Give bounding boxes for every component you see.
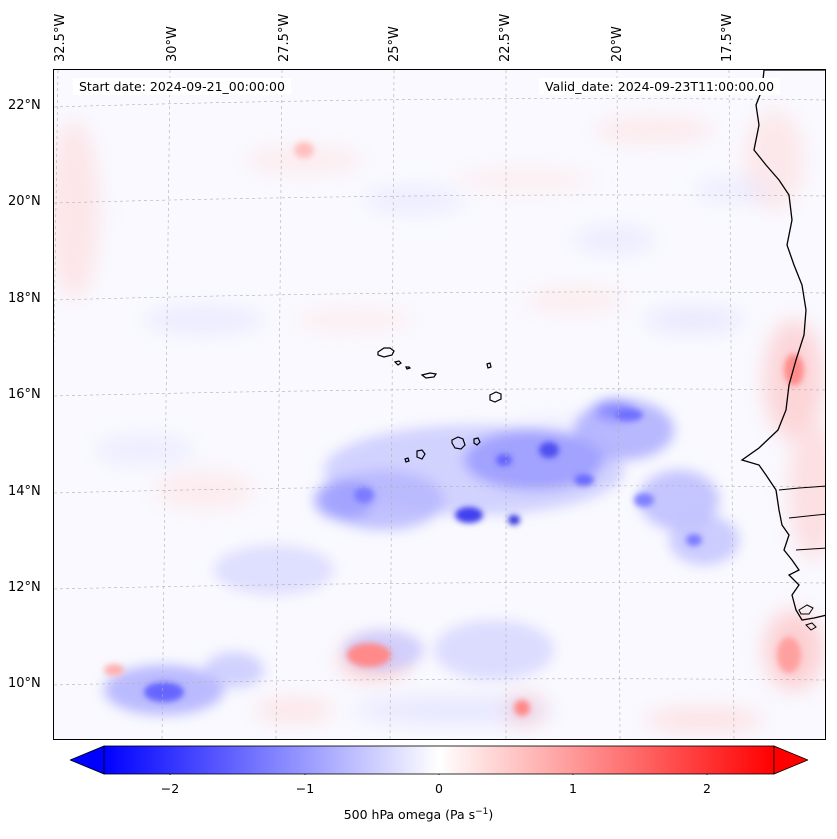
west-africa-coastline: [740, 70, 825, 621]
border-line: [788, 513, 825, 519]
island-maio: [473, 437, 481, 446]
graticule: [54, 70, 825, 739]
island-santa-luzia: [405, 366, 412, 370]
colorbar-label-exponent: −1: [475, 807, 489, 817]
colorbar-label-prefix: 500 hPa omega (Pa s: [343, 807, 476, 823]
island-brava: [404, 457, 410, 463]
colorbar-tick-minus-2: −2: [160, 781, 180, 796]
lat-label-22n: 22°N: [8, 98, 41, 113]
colorbar-gradient: [103, 745, 775, 775]
island-boa-vista: [489, 391, 502, 403]
bissagos-islands-2: [805, 622, 817, 631]
lat-label-20n: 20°N: [8, 194, 41, 209]
colorbar-tick-1: 1: [569, 781, 577, 796]
lat-label-14n: 14°N: [8, 484, 41, 499]
island-santo-antao: [377, 347, 395, 358]
start-date-label: Start date: 2024-09-21_00:00:00: [73, 78, 291, 95]
lat-label-18n: 18°N: [8, 291, 41, 306]
ascent-cores: [144, 409, 702, 702]
cape-verde-islands: [377, 347, 502, 463]
colorbar: [70, 745, 808, 775]
colorbar-label: 500 hPa omega (Pa s−1): [0, 807, 837, 822]
colorbar-max-extend: [773, 745, 808, 775]
lon-label-32-5w: 32.5°W: [53, 13, 68, 62]
lon-label-27-5w: 27.5°W: [277, 13, 292, 62]
bissagos-islands: [798, 604, 814, 615]
island-fogo: [416, 449, 426, 460]
border-line-2: [795, 547, 825, 551]
lon-label-25w: 25°W: [387, 26, 402, 62]
lon-label-22-5w: 22.5°W: [498, 13, 513, 62]
omega-field: [54, 70, 825, 739]
gambia-river: [778, 485, 825, 491]
island-sal: [486, 362, 492, 369]
positive-omega-background: [54, 110, 825, 732]
negative-omega-background: [94, 180, 774, 724]
lon-label-30w: 30°W: [165, 26, 180, 62]
lat-label-16n: 16°N: [8, 387, 41, 402]
colorbar-label-suffix: ): [488, 807, 494, 823]
colorbar-tick-2: 2: [703, 781, 711, 796]
lat-label-10n: 10°N: [8, 676, 41, 691]
lon-label-20w: 20°W: [610, 26, 625, 62]
descent-spots: [104, 142, 804, 716]
omega-map: [53, 69, 826, 740]
valid-date-label: Valid_date: 2024-09-23T11:00:00.00: [539, 78, 781, 95]
colorbar-tick-0: 0: [435, 781, 443, 796]
colorbar-tick-minus-1: −1: [295, 781, 315, 796]
lat-label-12n: 12°N: [8, 580, 41, 595]
colorbar-min-extend: [70, 745, 105, 775]
island-santiago: [451, 436, 466, 450]
lon-label-17-5w: 17.5°W: [720, 13, 735, 62]
island-sao-nicolau: [420, 372, 438, 379]
island-sao-vicente: [393, 360, 402, 366]
